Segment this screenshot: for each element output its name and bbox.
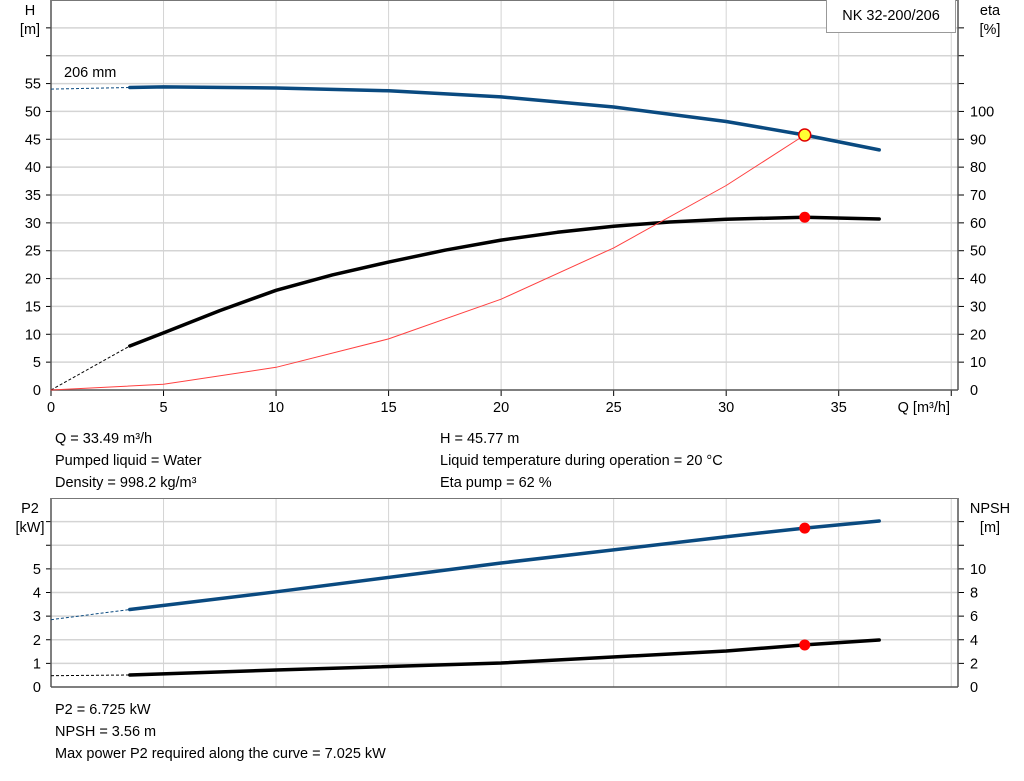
qh-ytick-label: 10 bbox=[25, 327, 41, 343]
qh-xtick-label: 15 bbox=[381, 400, 397, 416]
qh-y2tick-label: 60 bbox=[970, 216, 986, 232]
duty-point-p2 bbox=[799, 522, 811, 534]
qh-xtick-label: 10 bbox=[268, 400, 284, 416]
qh-y2tick-label: 30 bbox=[970, 299, 986, 315]
series-extrapolation-h bbox=[50, 87, 130, 90]
qh-y2tick-label: 10 bbox=[970, 355, 986, 371]
power-ytick-label: 1 bbox=[33, 656, 41, 672]
qh-ytick-label: 55 bbox=[25, 77, 41, 93]
info-max-power: Max power P2 required along the curve = … bbox=[55, 746, 386, 762]
info-liquid: Pumped liquid = Water bbox=[55, 453, 202, 469]
qh-y2tick-label: 40 bbox=[970, 272, 986, 288]
info-eta: Eta pump = 62 % bbox=[440, 475, 552, 491]
series-extrapolation-p2 bbox=[50, 609, 130, 621]
qh-xtick-label: 35 bbox=[831, 400, 847, 416]
qh-y2tick-label: 80 bbox=[970, 160, 986, 176]
qh-ylabel: [m] bbox=[20, 22, 40, 38]
series-extrapolation-npsh bbox=[50, 674, 130, 677]
power-ytick-label: 4 bbox=[33, 586, 41, 602]
qh-y2label: [%] bbox=[980, 22, 1001, 38]
duty-point-eta bbox=[799, 211, 811, 223]
qh-ytick-label: 30 bbox=[25, 216, 41, 232]
qh-y2tick-label: 100 bbox=[970, 104, 994, 120]
duty-point-npsh bbox=[799, 639, 811, 651]
power-ytick-label: 0 bbox=[33, 680, 41, 696]
power-ytick-label: 5 bbox=[33, 562, 41, 578]
info-npsh: NPSH = 3.56 m bbox=[55, 724, 157, 740]
qh-xtick-label: 30 bbox=[718, 400, 734, 416]
power-y2tick-label: 6 bbox=[970, 609, 978, 625]
power-y2tick-label: 2 bbox=[970, 656, 978, 672]
qh-ytick-label: 0 bbox=[33, 383, 41, 399]
qh-ytick-label: 40 bbox=[25, 160, 41, 176]
qh-xlabel: Q [m³/h] bbox=[898, 400, 950, 416]
qh-xtick-label: 5 bbox=[159, 400, 167, 416]
qh-y2tick-label: 20 bbox=[970, 327, 986, 343]
qh-y2tick-label: 50 bbox=[970, 244, 986, 260]
qh-ytick-label: 20 bbox=[25, 272, 41, 288]
qh-y2tick-label: 90 bbox=[970, 132, 986, 148]
power-ytick-label: 3 bbox=[33, 609, 41, 625]
info-p2: P2 = 6.725 kW bbox=[55, 702, 151, 718]
series-p2 bbox=[128, 519, 881, 612]
info-flow: Q = 33.49 m³/h bbox=[55, 431, 153, 447]
qh-ytick-label: 35 bbox=[25, 188, 41, 204]
power-y2tick-label: 0 bbox=[970, 680, 978, 696]
series-system-curve bbox=[50, 134, 806, 391]
qh-y2label: eta bbox=[980, 3, 1001, 19]
info-density: Density = 998.2 kg/m³ bbox=[55, 475, 197, 491]
legend-pump-model: NK 32-200/206 bbox=[826, 0, 956, 33]
power-ylabel: [kW] bbox=[16, 520, 45, 536]
qh-y2tick-label: 0 bbox=[970, 383, 978, 399]
power-y2label: [m] bbox=[980, 520, 1000, 536]
qh-ytick-label: 45 bbox=[25, 132, 41, 148]
qh-ytick-label: 50 bbox=[25, 104, 41, 120]
duty-point-head bbox=[797, 128, 812, 142]
series-h bbox=[128, 85, 881, 152]
series-extrapolation-eta-pump bbox=[50, 345, 131, 391]
power-y2tick-label: 8 bbox=[970, 586, 978, 602]
curve-label-impeller: 206 mm bbox=[64, 65, 116, 81]
series-eta-pump bbox=[128, 215, 881, 348]
info-head: H = 45.77 m bbox=[440, 431, 520, 447]
qh-ytick-label: 25 bbox=[25, 244, 41, 260]
qh-xtick-label: 20 bbox=[493, 400, 509, 416]
qh-ylabel: H bbox=[25, 3, 35, 19]
series-npsh bbox=[128, 638, 881, 677]
power-y2tick-label: 4 bbox=[970, 633, 978, 649]
legend-text: NK 32-200/206 bbox=[842, 8, 940, 24]
power-ytick-label: 2 bbox=[33, 633, 41, 649]
power-y2label: NPSH bbox=[970, 501, 1010, 517]
info-temperature: Liquid temperature during operation = 20… bbox=[440, 453, 723, 469]
qh-ytick-label: 15 bbox=[25, 299, 41, 315]
qh-xtick-label: 25 bbox=[606, 400, 622, 416]
power-ylabel: P2 bbox=[21, 501, 39, 517]
power-y2tick-label: 10 bbox=[970, 562, 986, 578]
qh-ytick-label: 5 bbox=[33, 355, 41, 371]
qh-xtick-label: 0 bbox=[47, 400, 55, 416]
qh-y2tick-label: 70 bbox=[970, 188, 986, 204]
